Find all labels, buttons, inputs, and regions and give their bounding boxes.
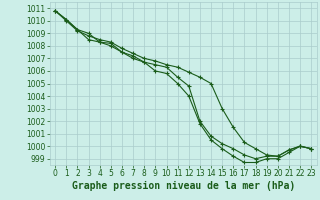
X-axis label: Graphe pression niveau de la mer (hPa): Graphe pression niveau de la mer (hPa) (72, 181, 295, 191)
